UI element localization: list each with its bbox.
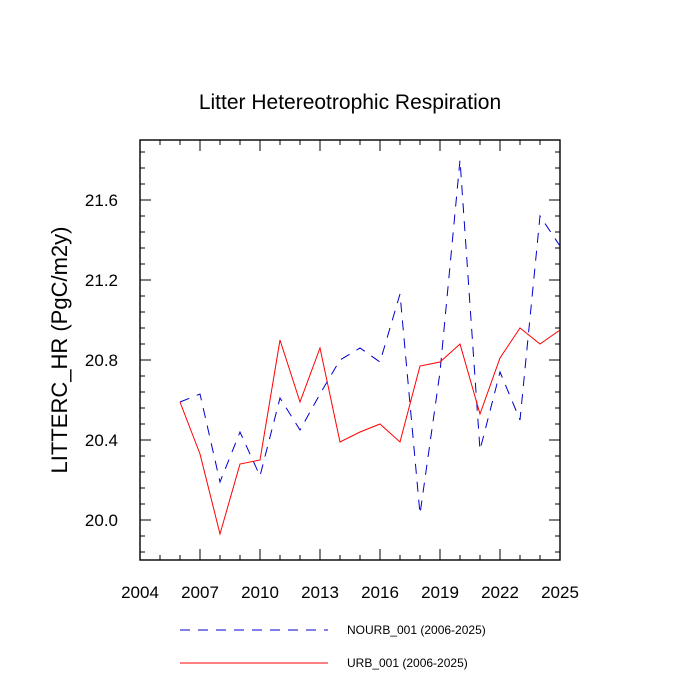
x-tick-label: 2019 bbox=[421, 583, 459, 602]
legend-label-urb: URB_001 (2006-2025) bbox=[347, 656, 468, 670]
legend-label-nourb: NOURB_001 (2006-2025) bbox=[347, 623, 486, 637]
y-tick-label: 20.4 bbox=[85, 431, 118, 450]
plot-frame bbox=[139, 139, 561, 561]
series-line-urb bbox=[179, 327, 561, 536]
x-tick-label: 2016 bbox=[361, 583, 399, 602]
y-tick-label: 21.6 bbox=[85, 191, 118, 210]
axis-ticks bbox=[139, 140, 561, 560]
legend: NOURB_001 (2006-2025) URB_001 (2006-2025… bbox=[180, 623, 486, 670]
x-tick-label: 2013 bbox=[301, 583, 339, 602]
series-line-nourb bbox=[179, 159, 561, 515]
y-tick-label: 20.8 bbox=[85, 351, 118, 370]
x-tick-label: 2007 bbox=[181, 583, 219, 602]
x-tick-label: 2004 bbox=[121, 583, 159, 602]
x-tick-label: 2010 bbox=[241, 583, 279, 602]
y-axis-label: LITTERC_HR (PgC/m2y) bbox=[47, 227, 72, 474]
x-tick-label: 2025 bbox=[541, 583, 579, 602]
y-tick-label: 20.0 bbox=[85, 511, 118, 530]
x-tick-label: 2022 bbox=[481, 583, 519, 602]
series-lines bbox=[179, 159, 561, 536]
chart-title: Litter Hetereotrophic Respiration bbox=[199, 91, 501, 114]
y-tick-label: 21.2 bbox=[85, 271, 118, 290]
y-tick-labels: 20.0 20.4 20.8 21.2 21.6 bbox=[85, 191, 118, 530]
x-tick-labels: 2004 2007 2010 2013 2016 2019 2022 2025 bbox=[121, 583, 579, 602]
